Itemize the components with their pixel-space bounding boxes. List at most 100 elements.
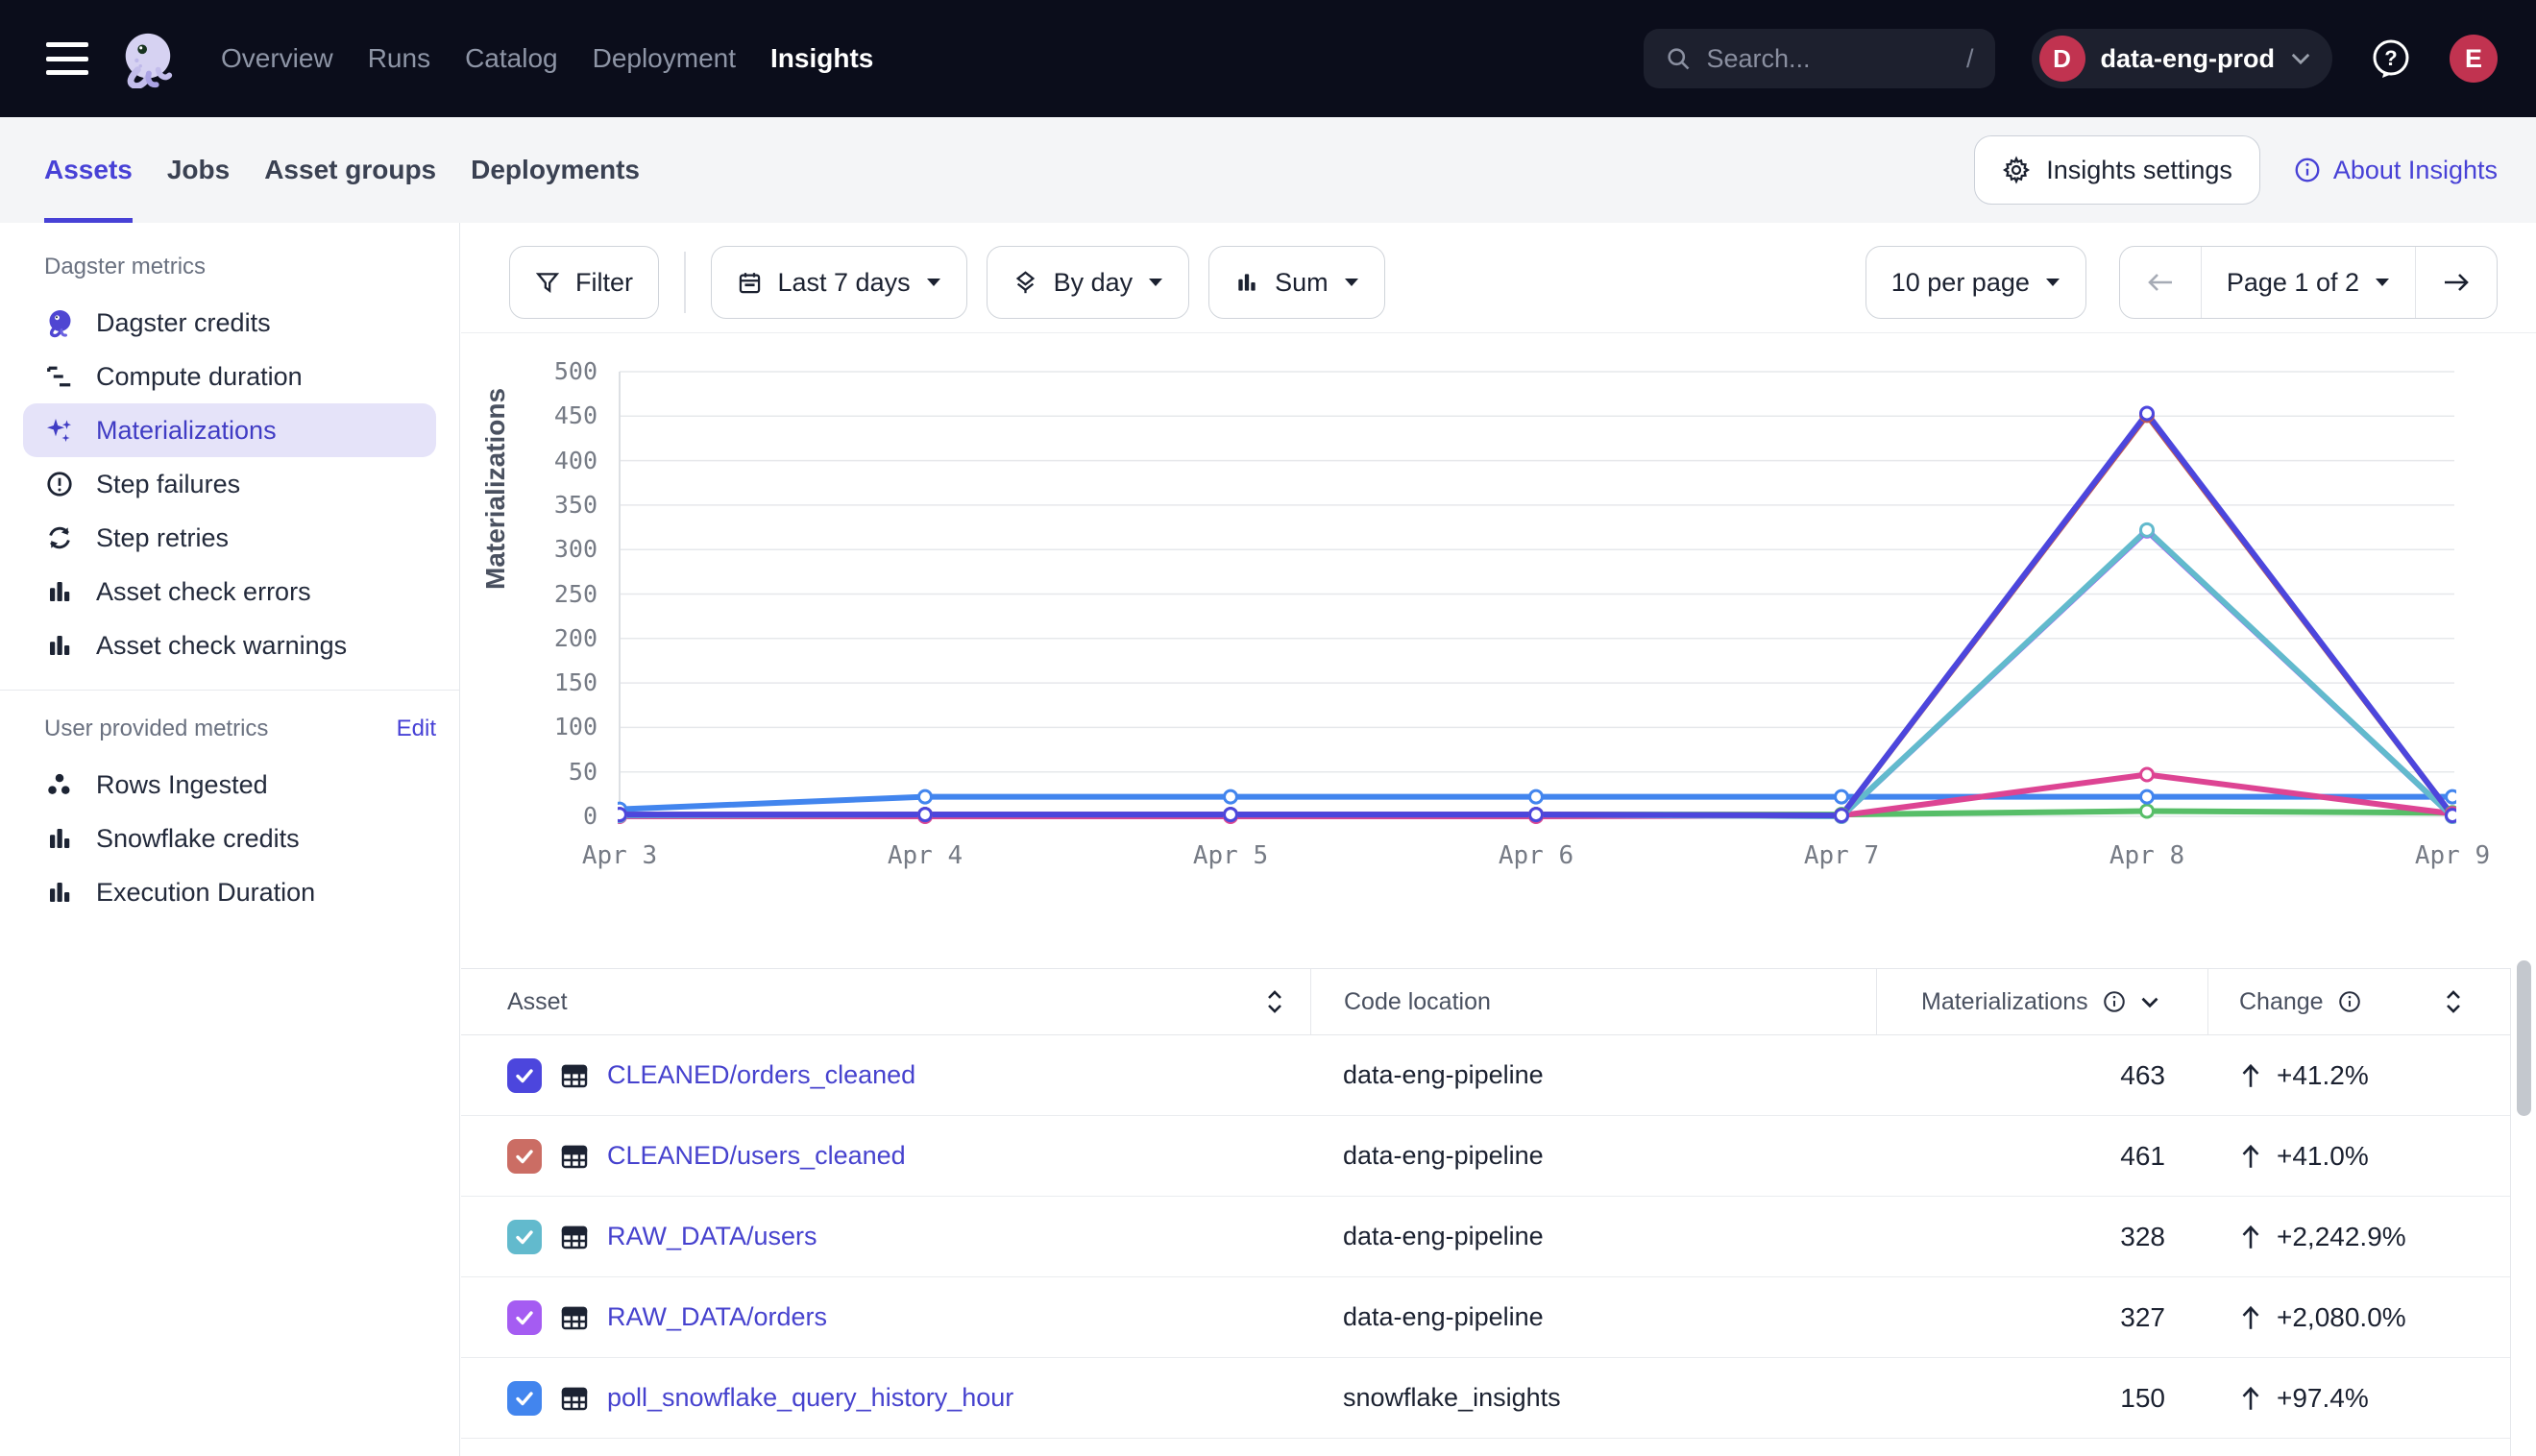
search-shortcut-hint: / <box>1966 44 1974 74</box>
series-checkbox[interactable] <box>507 1058 542 1093</box>
table-row: CLEANED/…data-eng-pipeline47+4,600.0% <box>461 1439 2510 1456</box>
sidebar-item-dagster-credits[interactable]: Dagster credits <box>23 296 436 350</box>
asset-link[interactable]: RAW_DATA/users <box>607 1222 817 1251</box>
sidebar-item-snowflake-credits[interactable]: Snowflake credits <box>23 812 436 865</box>
data-point[interactable] <box>2141 790 2154 803</box>
asset-link[interactable]: poll_snowflake_query_history_hour <box>607 1383 1013 1413</box>
asset-link[interactable]: CLEANED/orders_cleaned <box>607 1060 915 1090</box>
code-location-cell: data-eng-pipeline <box>1310 1035 1876 1115</box>
sidebar-item-step-retries[interactable]: Step retries <box>23 511 436 565</box>
asset-link[interactable]: CLEANED/users_cleaned <box>607 1141 906 1171</box>
data-point[interactable] <box>2447 790 2457 803</box>
series-line[interactable] <box>620 531 2452 816</box>
chevron-down-icon[interactable] <box>2140 996 2159 1008</box>
dagster-metrics-list: Dagster credits Compute duration Materiali… <box>0 296 459 672</box>
data-point[interactable] <box>2447 810 2457 822</box>
about-insights-link[interactable]: About Insights <box>2293 156 2498 185</box>
date-range-button[interactable]: Last 7 days <box>711 246 967 319</box>
bar-chart-icon <box>44 823 75 854</box>
sidebar-item-asset-check-errors[interactable]: Asset check errors <box>23 565 436 619</box>
y-tick-label: 450 <box>480 402 597 429</box>
user-avatar[interactable]: E <box>2450 35 2498 83</box>
sort-icon[interactable] <box>2445 989 2462 1014</box>
code-location-cell: data-eng-pipeline <box>1310 1439 1876 1456</box>
sidebar-item-execution-duration[interactable]: Execution Duration <box>23 865 436 919</box>
sort-icon[interactable] <box>1266 989 1283 1014</box>
prev-page-button[interactable] <box>2120 247 2201 318</box>
data-point[interactable] <box>1836 790 1848 803</box>
tab-assets[interactable]: Assets <box>44 117 133 223</box>
series-checkbox[interactable] <box>507 1139 542 1174</box>
data-point[interactable] <box>618 809 626 821</box>
change-column-header[interactable]: Change <box>2239 988 2324 1016</box>
aggregation-button[interactable]: Sum <box>1208 246 1385 319</box>
search-input[interactable] <box>1707 44 1951 74</box>
data-point[interactable] <box>1530 809 1543 821</box>
change-value: +41.2% <box>2277 1060 2369 1091</box>
materializations-column-header[interactable]: Materializations <box>1921 988 2088 1016</box>
topnav-link-catalog[interactable]: Catalog <box>465 43 558 73</box>
info-icon[interactable] <box>2102 989 2127 1014</box>
next-page-button[interactable] <box>2415 247 2497 318</box>
topnav-link-overview[interactable]: Overview <box>221 43 333 73</box>
filter-button[interactable]: Filter <box>509 246 659 319</box>
page-indicator[interactable]: Page 1 of 2 <box>2201 247 2415 318</box>
data-point[interactable] <box>1530 790 1543 803</box>
info-icon[interactable] <box>2337 989 2362 1014</box>
materializations-value: 150 <box>1876 1358 2207 1438</box>
data-point[interactable] <box>2141 407 2154 420</box>
org-switcher[interactable]: D data-eng-prod <box>2032 29 2333 88</box>
tab-asset-groups[interactable]: Asset groups <box>264 117 436 223</box>
trend-up-icon <box>2238 1384 2263 1413</box>
code-location-cell: data-eng-pipeline <box>1310 1116 1876 1196</box>
tab-jobs[interactable]: Jobs <box>167 117 230 223</box>
per-page-button[interactable]: 10 per page <box>1865 246 2086 319</box>
series-checkbox[interactable] <box>507 1300 542 1335</box>
bar-chart-icon <box>44 576 75 607</box>
code-location-column-header[interactable]: Code location <box>1344 988 1491 1016</box>
data-point[interactable] <box>919 809 932 821</box>
series-line[interactable] <box>620 415 2452 815</box>
insights-settings-button[interactable]: Insights settings <box>1974 135 2260 205</box>
y-tick-label: 500 <box>480 358 597 385</box>
tab-deployments[interactable]: Deployments <box>471 117 640 223</box>
sidebar-item-step-failures[interactable]: Step failures <box>23 457 436 511</box>
data-point[interactable] <box>1836 810 1848 822</box>
change-value: +97.4% <box>2277 1383 2369 1414</box>
series-checkbox[interactable] <box>507 1220 542 1254</box>
chart-plot[interactable] <box>618 365 2456 824</box>
sidebar-item-label: Compute duration <box>96 362 303 392</box>
sidebar-item-materializations[interactable]: Materializations <box>23 403 436 457</box>
trend-up-icon <box>2238 1303 2263 1332</box>
topnav-link-insights[interactable]: Insights <box>770 43 873 73</box>
data-point[interactable] <box>2141 805 2154 817</box>
series-line[interactable] <box>620 414 2452 816</box>
series-checkbox[interactable] <box>507 1381 542 1416</box>
topnav-link-runs[interactable]: Runs <box>368 43 430 73</box>
data-point[interactable] <box>2141 523 2154 536</box>
series-line[interactable] <box>620 530 2452 816</box>
sidebar-item-asset-check-warnings[interactable]: Asset check warnings <box>23 619 436 672</box>
hamburger-menu-icon[interactable] <box>46 42 88 75</box>
asset-link[interactable]: RAW_DATA/orders <box>607 1302 827 1332</box>
code-location-cell: snowflake_insights <box>1310 1358 1876 1438</box>
global-search[interactable]: / <box>1644 29 1995 88</box>
edit-user-metrics-link[interactable]: Edit <box>397 716 436 742</box>
data-point[interactable] <box>1225 790 1237 803</box>
org-name: data-eng-prod <box>2101 44 2276 74</box>
help-icon[interactable]: ? <box>2369 36 2413 81</box>
assets-table: Asset Code location Materializations Cha… <box>461 968 2510 1456</box>
data-point[interactable] <box>919 790 932 803</box>
dagster-logo-icon[interactable] <box>117 29 177 88</box>
data-point[interactable] <box>1225 809 1237 821</box>
sidebar-item-compute-duration[interactable]: Compute duration <box>23 350 436 403</box>
granularity-button[interactable]: By day <box>987 246 1190 319</box>
scrollbar-thumb[interactable] <box>2517 960 2531 1116</box>
data-point[interactable] <box>2141 768 2154 781</box>
arrow-right-icon <box>2441 270 2472 295</box>
user-metrics-heading: User provided metrics <box>44 716 268 742</box>
trend-up-icon <box>2238 1061 2263 1090</box>
topnav-link-deployment[interactable]: Deployment <box>593 43 736 73</box>
asset-column-header[interactable]: Asset <box>507 988 568 1016</box>
sidebar-item-rows-ingested[interactable]: Rows Ingested <box>23 758 436 812</box>
